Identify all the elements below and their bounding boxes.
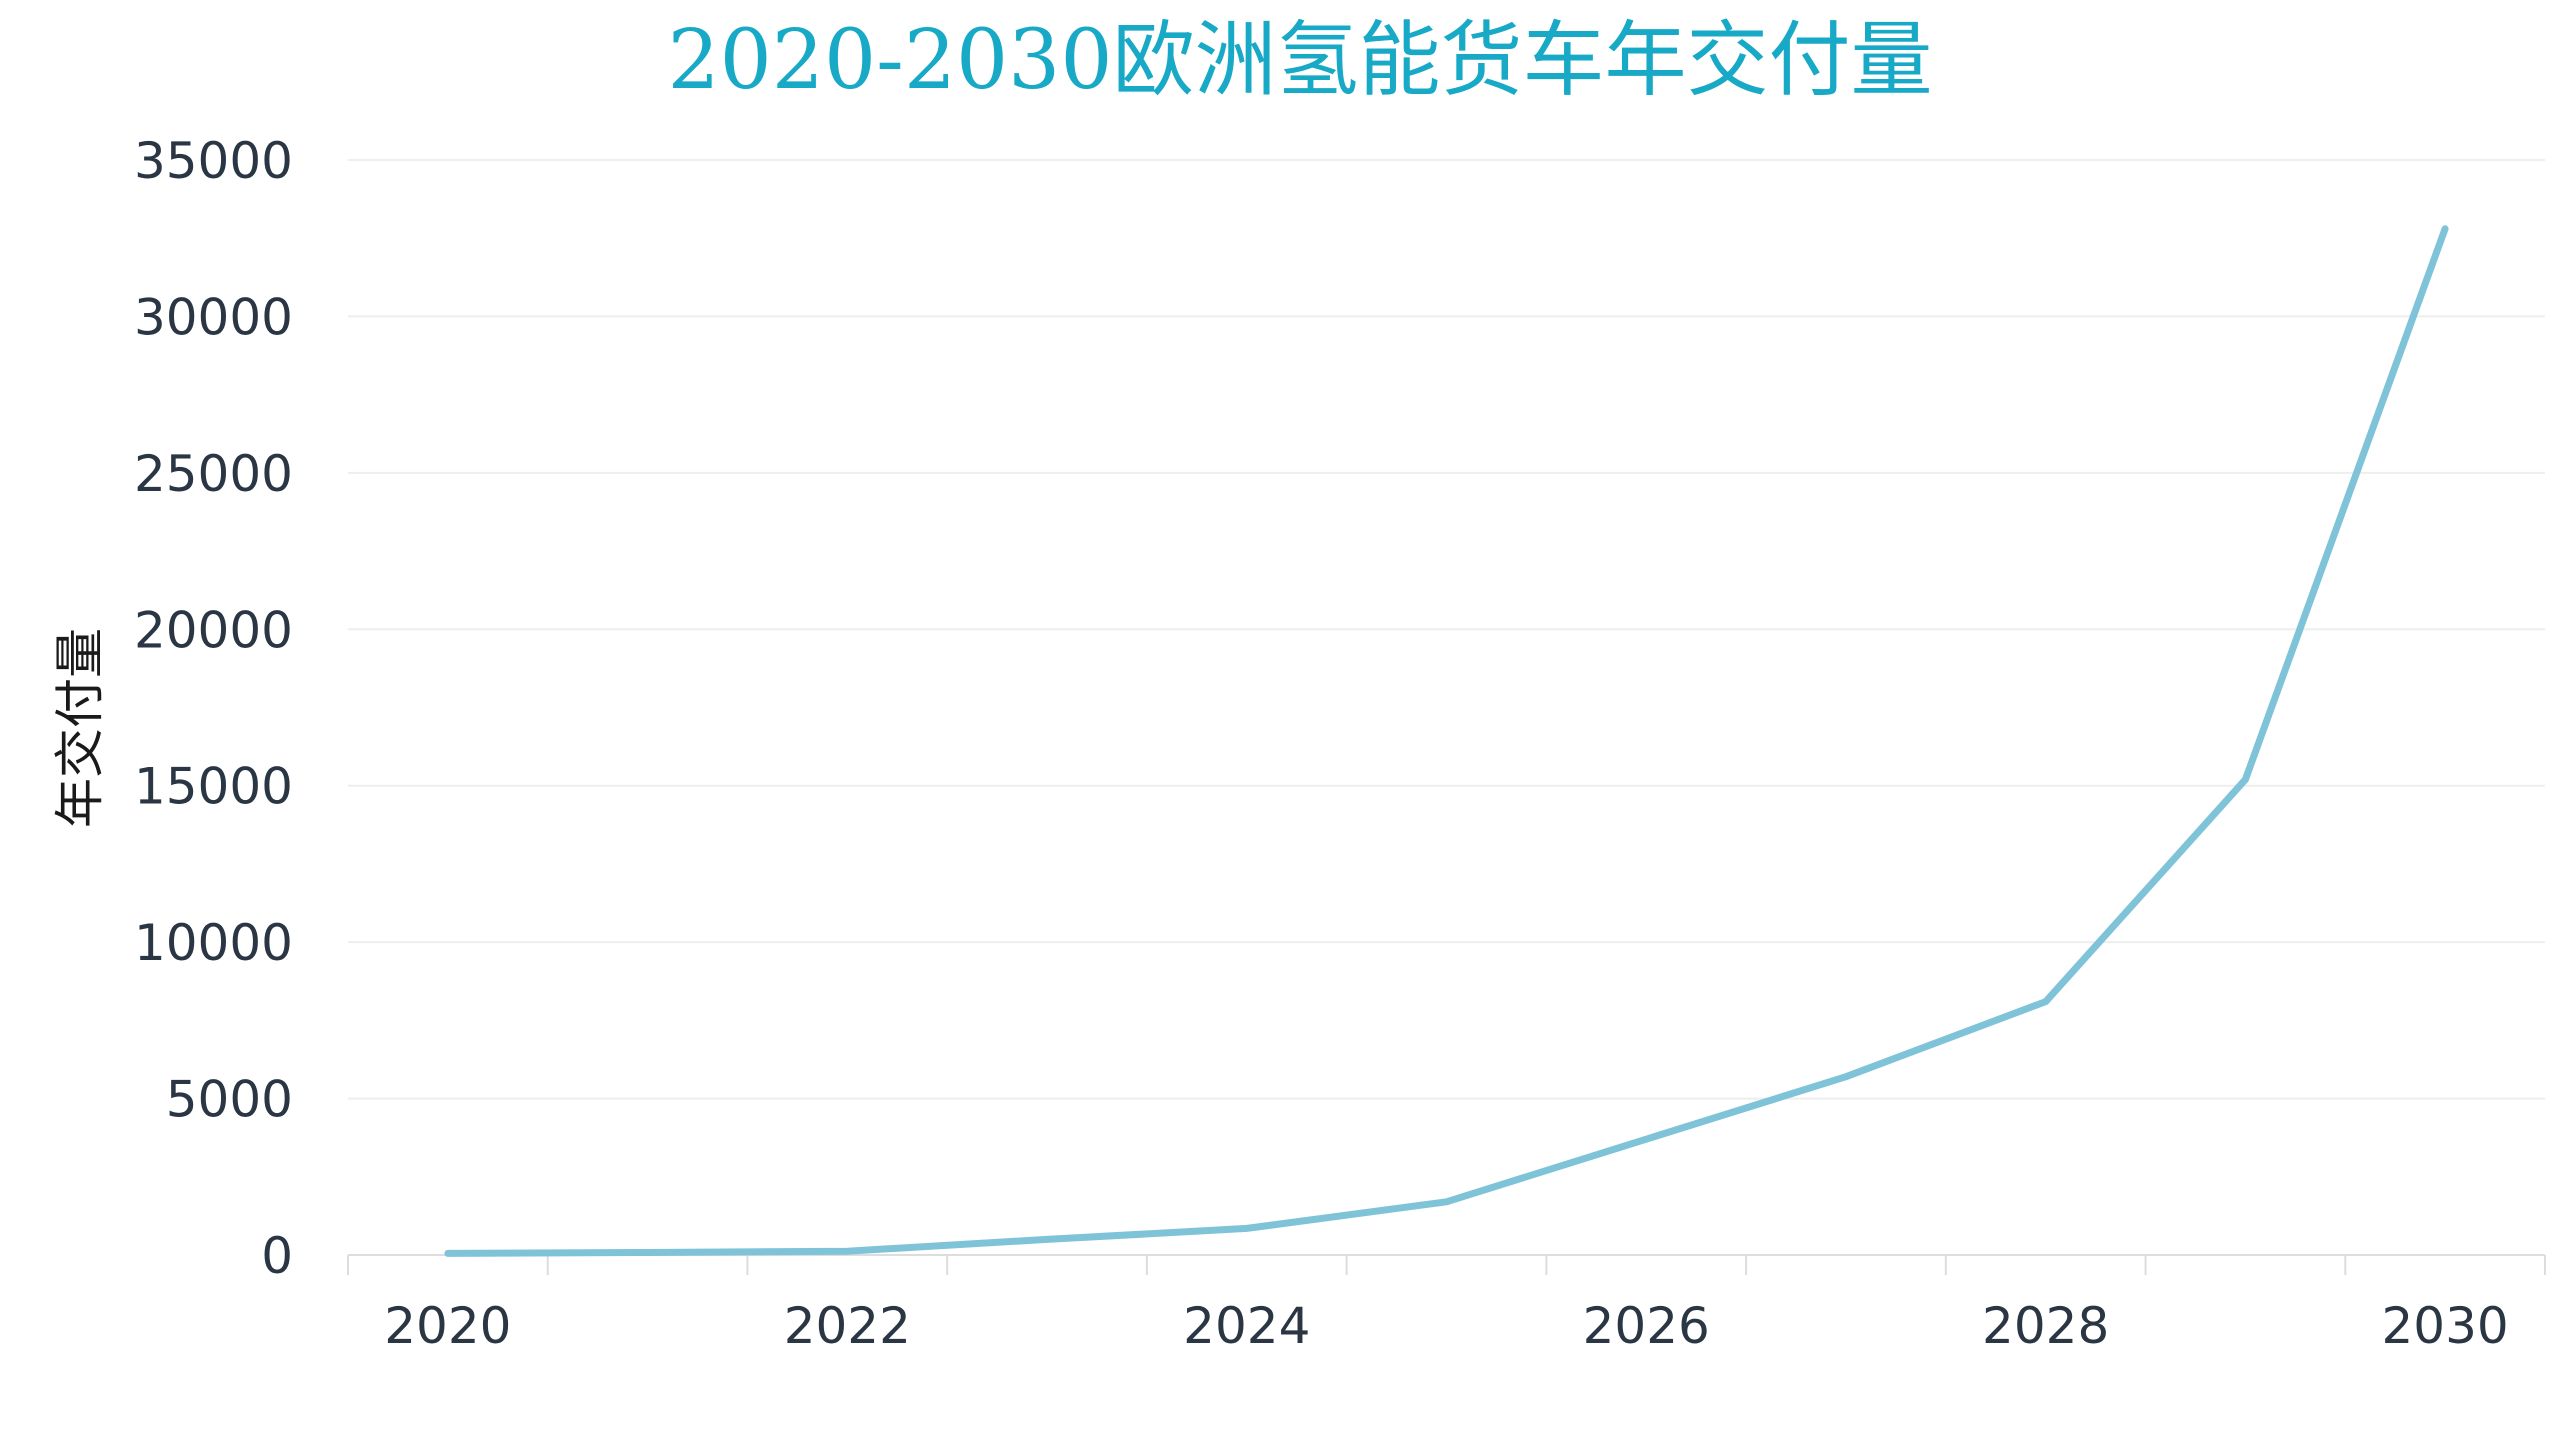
y-tick-label: 10000 [134,914,293,972]
series-line [444,225,2449,1257]
y-tick-label: 0 [261,1227,293,1285]
x-axis [347,1254,2546,1275]
y-tick-label: 15000 [134,758,293,816]
x-tick-label: 2026 [1583,1297,1710,1355]
series-layer [444,225,2449,1257]
y-tick-label: 20000 [134,601,293,659]
x-axis-ticks: 2020 2022 2024 2026 2028 2030 [384,1297,2509,1355]
y-tick-label: 5000 [166,1071,293,1129]
y-axis-ticks: 0 5000 10000 15000 20000 25000 30000 35000 [134,132,293,1285]
y-tick-label: 30000 [134,288,293,346]
y-tick-label: 25000 [134,445,293,503]
chart-title: 2020-2030欧洲氢能货车年交付量 [667,13,1932,108]
x-tick-label: 2028 [1982,1297,2109,1355]
y-axis-label: 年交付量 [51,628,109,828]
grid-lines [348,159,2545,1100]
x-tick-label: 2024 [1183,1297,1310,1355]
y-tick-label: 35000 [134,132,293,190]
x-tick-label: 2030 [2382,1297,2509,1355]
x-tick-label: 2022 [784,1297,911,1355]
x-tick-label: 2020 [384,1297,511,1355]
